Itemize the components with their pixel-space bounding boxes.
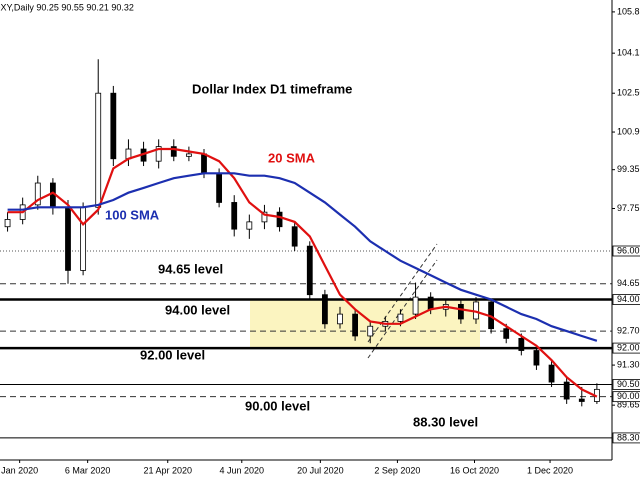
candle-body xyxy=(246,221,253,230)
candle-body xyxy=(503,328,510,339)
x-tick-label: 2 Sep 2020 xyxy=(374,465,420,475)
level-label: 94.65 level xyxy=(158,261,223,276)
candle-body xyxy=(95,92,102,208)
x-tick-label: 21 Apr 2020 xyxy=(143,465,192,475)
candle-body xyxy=(276,211,283,228)
candle-body xyxy=(397,313,404,322)
level-box xyxy=(612,294,640,305)
level-label: 94.65 xyxy=(617,278,640,288)
level-box xyxy=(612,245,640,257)
candle-body xyxy=(518,337,525,351)
x-tick-label: Jan 2020 xyxy=(1,465,38,475)
level-label: 90.00 level xyxy=(245,398,310,413)
candle-body xyxy=(155,146,162,162)
x-tick-label: 1 Dec 2020 xyxy=(527,465,573,475)
candle-body xyxy=(110,92,117,160)
candle-body xyxy=(321,294,328,325)
x-tick-label: 16 Oct 2020 xyxy=(450,465,499,475)
candle-body xyxy=(548,364,555,383)
sma-line xyxy=(7,172,598,342)
level-box xyxy=(612,342,640,354)
candle-body xyxy=(337,313,343,325)
candle-body xyxy=(4,219,11,228)
y-tick-label: 100.90 xyxy=(617,126,640,136)
candle-body xyxy=(34,182,41,206)
y-tick-label: 99.35 xyxy=(617,164,640,174)
level-label: 90.50 xyxy=(617,379,640,389)
y-tick-label: 104.15 xyxy=(617,48,640,58)
y-tick-label: 91.30 xyxy=(617,359,640,369)
level-label: 96.00 xyxy=(617,245,640,255)
header: DXY,Daily 90.25 90.55 90.21 90.32 xyxy=(0,2,134,12)
candle-body xyxy=(457,304,464,320)
candle-body xyxy=(261,211,268,223)
candle-body xyxy=(201,153,207,174)
level-label: 92.70 xyxy=(617,325,640,335)
x-tick-label: 20 Jul 2020 xyxy=(297,465,344,475)
candle-body xyxy=(412,296,419,315)
channel-line xyxy=(367,243,438,343)
candle-body xyxy=(533,350,540,366)
y-tick-label: 105.85 xyxy=(617,6,640,16)
level-label: 88.30 level xyxy=(413,414,478,429)
candle-body xyxy=(578,398,585,402)
level-box xyxy=(612,432,640,444)
y-tick-label: 97.75 xyxy=(617,203,640,213)
candle-body xyxy=(367,325,374,337)
y-tick-label: 102.50 xyxy=(617,88,640,98)
sma100-label: 100 SMA xyxy=(105,207,160,222)
level-label: 94.00 level xyxy=(165,302,230,317)
candle-body xyxy=(216,172,223,203)
sma20-label: 20 SMA xyxy=(268,150,316,165)
candle-body xyxy=(352,313,359,337)
candle-body xyxy=(291,226,298,247)
y-tick-label: 89.65 xyxy=(617,400,640,410)
x-tick-label: 6 Mar 2020 xyxy=(65,465,111,475)
channel-line xyxy=(367,259,438,359)
chart-title: Dollar Index D1 timeframe xyxy=(192,81,352,96)
candle-body xyxy=(80,206,87,271)
level-label: 92.00 level xyxy=(140,347,205,362)
candle-body xyxy=(231,202,238,230)
candle-body xyxy=(170,146,177,157)
level-label: 92.00 xyxy=(617,342,640,352)
level-label: 94.00 xyxy=(617,294,640,304)
candle-body xyxy=(185,153,192,157)
level-label: 88.30 xyxy=(617,432,640,442)
sma-line xyxy=(7,147,598,398)
x-tick-label: 4 Jun 2020 xyxy=(220,465,265,475)
candle-body xyxy=(65,206,71,271)
candle-body xyxy=(563,381,570,400)
level-label: 90.00 xyxy=(617,391,640,401)
candle-body xyxy=(306,245,313,296)
level-box xyxy=(612,391,640,403)
level-box xyxy=(612,379,640,390)
candle-body xyxy=(427,296,434,310)
